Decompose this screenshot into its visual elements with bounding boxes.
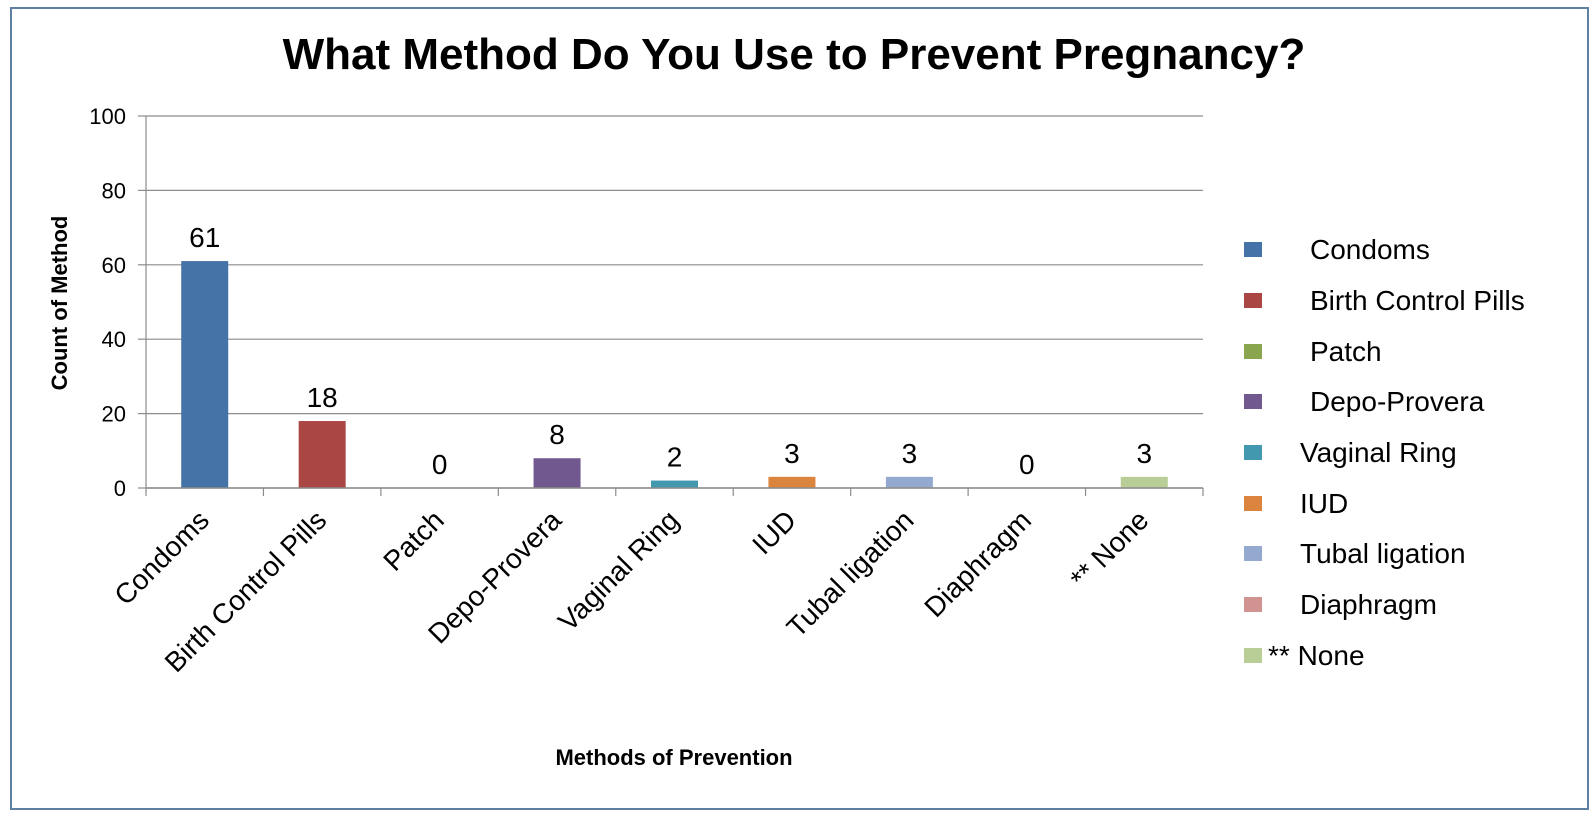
x-tick-label: Condoms [108, 504, 215, 611]
y-tick-label: 60 [102, 253, 126, 278]
legend-swatch [1244, 647, 1262, 663]
legend-item: Depo-Provera [1244, 377, 1584, 428]
data-label: 0 [1019, 449, 1035, 480]
x-tick-label: Vaginal Ring [552, 504, 685, 637]
legend-item: IUD [1244, 478, 1584, 529]
y-tick-label: 80 [102, 178, 126, 203]
legend-item: ** None [1244, 631, 1584, 682]
x-tick-label: Tubal ligation [781, 504, 920, 643]
legend-swatch [1244, 495, 1262, 511]
bar [768, 476, 816, 488]
data-label: 3 [902, 438, 918, 469]
bar [181, 261, 229, 488]
x-tick-label: IUD [746, 504, 802, 560]
data-label: 61 [189, 222, 220, 253]
legend-item: Birth Control Pills [1244, 276, 1584, 327]
data-label: 3 [1136, 438, 1152, 469]
chart-title: What Method Do You Use to Prevent Pregna… [282, 30, 1306, 79]
x-tick-label: Patch [377, 504, 450, 577]
legend-label: Birth Control Pills [1310, 285, 1525, 317]
legend-swatch [1244, 394, 1262, 410]
legend-item: Vaginal Ring [1244, 428, 1584, 479]
data-label: 3 [784, 438, 800, 469]
legend-swatch [1244, 293, 1262, 309]
legend-item: Tubal ligation [1244, 529, 1584, 580]
x-axis-label: Methods of Prevention [555, 745, 793, 770]
x-tick-label: ** None [1064, 504, 1154, 594]
bar [533, 458, 581, 488]
y-tick-label: 20 [102, 402, 126, 427]
legend-swatch [1244, 242, 1262, 258]
y-tick-label: 0 [114, 476, 126, 501]
y-tick-label: 40 [102, 327, 126, 352]
legend-swatch [1244, 445, 1262, 461]
legend-label: Condoms [1310, 234, 1430, 266]
legend-label: Diaphragm [1300, 589, 1437, 621]
legend-swatch [1244, 343, 1262, 359]
data-label: 0 [432, 449, 448, 480]
legend-item: Diaphragm [1244, 580, 1584, 631]
legend-label: Patch [1310, 335, 1382, 367]
legend-label: Depo-Provera [1310, 386, 1485, 418]
legend-swatch [1244, 597, 1262, 613]
bar [651, 480, 698, 488]
bar [1120, 476, 1168, 488]
x-tick-label: Diaphragm [918, 504, 1037, 623]
data-label: 2 [667, 442, 683, 473]
y-tick-label: 100 [89, 104, 126, 129]
legend-item: Condoms [1244, 225, 1584, 276]
data-label: 8 [549, 419, 565, 450]
legend-label: Tubal ligation [1300, 538, 1466, 570]
legend: Condoms Birth Control Pills Patch Depo-Prov… [1244, 225, 1584, 681]
chart-frame [10, 7, 1589, 810]
bar [885, 476, 933, 488]
data-label: 18 [307, 382, 338, 413]
bar [298, 421, 346, 488]
legend-label: Vaginal Ring [1300, 437, 1457, 469]
legend-label: IUD [1300, 487, 1349, 519]
legend-item: Patch [1244, 326, 1584, 377]
legend-label: ** None [1268, 639, 1365, 671]
legend-swatch [1244, 546, 1262, 562]
